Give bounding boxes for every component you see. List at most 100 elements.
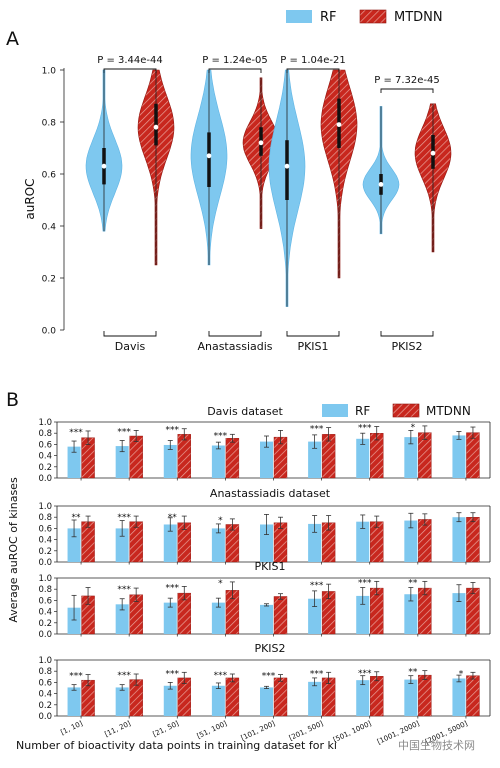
subplot-y-tick-label: 0.2 <box>38 547 52 557</box>
significance-marker: ** <box>72 513 82 523</box>
subplot-y-tick-label: 0.8 <box>38 585 52 595</box>
rf-bar <box>260 524 273 562</box>
significance-marker: *** <box>117 585 131 595</box>
significance-marker: *** <box>117 671 131 681</box>
mtdnn-bar <box>466 587 480 635</box>
subplot-title: PKIS1 <box>254 560 285 573</box>
rf-bar <box>308 598 322 634</box>
rf-bar <box>115 446 129 478</box>
significance-marker: *** <box>214 431 228 441</box>
subplot-y-tick-label: 0.8 <box>38 513 52 523</box>
mtdnn-bar <box>81 521 95 563</box>
subplot-y-tick-label: 0.4 <box>38 536 52 546</box>
significance-marker: * <box>218 579 223 589</box>
rf-violin-anastassiadis-median <box>206 153 212 159</box>
mtdnn-violin-davis-median <box>153 124 159 130</box>
mtdnn-violin-pkis2-median <box>430 150 436 156</box>
rf-bar <box>67 446 81 478</box>
subplot-2: Anastassiadis dataset 0.00.20.4 0.60.81.0 *… <box>38 487 491 568</box>
subplot-y-tick-label: 0.2 <box>38 463 52 473</box>
panel-a-y-tick-label: 0.0 <box>42 327 57 337</box>
panel-b-xlabel: Number of bioactivity data points in tra… <box>16 739 337 752</box>
mtdnn-bar <box>177 434 191 479</box>
mtdnn-bar <box>225 438 240 479</box>
subplot-y-tick-label: 0.4 <box>38 690 52 700</box>
panel-a-categories: Davis Anastassiadis PKIS1 PKIS2 <box>103 331 434 353</box>
panel-a-violins <box>85 69 452 307</box>
rf-bar <box>163 602 177 634</box>
significance-marker: *** <box>262 672 276 682</box>
pvalue-label: P = 7.32e-45 <box>374 75 440 86</box>
rf-bar <box>404 594 418 634</box>
rf-bar <box>260 687 273 716</box>
legend-rf-label: RF <box>320 10 337 25</box>
panel-b-label: B <box>6 389 19 411</box>
subplot-y-tick-label: 0.2 <box>38 619 52 629</box>
subplot-y-tick-label: 1.0 <box>38 502 52 512</box>
rf-bar <box>260 441 273 478</box>
rf-bar <box>163 444 177 478</box>
x-tick-label: [11, 20] <box>103 719 132 738</box>
panel-a-ylabel: auROC <box>23 178 37 219</box>
rf-bar <box>211 445 225 478</box>
rf-bar <box>452 435 466 478</box>
rf-bar <box>67 687 81 716</box>
legend-b-rf-label: RF <box>355 404 370 418</box>
rf-bar <box>211 602 225 634</box>
subplot-title: Anastassiadis dataset <box>210 487 331 500</box>
panel-a-y-tick-label: 1.0 <box>42 67 57 77</box>
subplot-y-tick-label: 1.0 <box>38 574 52 584</box>
significance-marker: *** <box>117 513 131 523</box>
x-tick-label: [51, 100] <box>196 719 229 740</box>
mtdnn-bar <box>129 435 143 479</box>
panel-a-y-tick-label: 0.6 <box>42 171 57 181</box>
subplot-y-tick-label: 0.6 <box>38 596 52 606</box>
rf-bar <box>356 438 370 478</box>
category-bracket <box>380 331 434 337</box>
x-tick-label: [501, 1000] <box>332 719 373 744</box>
significance-marker: * <box>218 516 223 526</box>
mtdnn-bar <box>370 521 384 563</box>
rf-bar <box>308 681 322 716</box>
x-tick-label: [21, 50] <box>152 719 181 738</box>
category-bracket <box>208 331 262 337</box>
mtdnn-bar <box>370 676 384 717</box>
significance-marker: ** <box>168 513 178 523</box>
panel-a-y-tick-label: 0.4 <box>42 223 57 233</box>
panel-a-legend: RF MTDNN <box>286 9 443 25</box>
subplot-y-tick-label: 0.8 <box>38 667 52 677</box>
subplot-y-tick-label: 0.6 <box>38 440 52 450</box>
significance-marker: *** <box>310 581 324 591</box>
subplot-title: Davis dataset <box>207 405 283 418</box>
panel-b-ylabel: Average auROC of kinases <box>7 477 20 623</box>
legend-b-mtdnn-label: MTDNN <box>426 404 471 418</box>
subplot-y-tick-label: 0.4 <box>38 608 52 618</box>
category-label: PKIS2 <box>391 340 422 353</box>
significance-marker: *** <box>117 427 131 437</box>
subplot-y-tick-label: 0.6 <box>38 524 52 534</box>
mtdnn-bar <box>466 432 480 479</box>
subplot-y-tick-label: 0.8 <box>38 429 52 439</box>
subplot-title: PKIS2 <box>254 642 285 655</box>
rf-bar <box>404 679 418 716</box>
significance-marker: *** <box>358 669 372 679</box>
significance-marker: *** <box>358 578 372 588</box>
pvalue-bracket <box>380 88 434 93</box>
rf-bar <box>115 528 129 562</box>
rf-bar <box>115 604 129 634</box>
significance-marker: * <box>411 423 416 433</box>
significance-marker: ** <box>408 668 418 678</box>
mtdnn-bar <box>225 677 240 717</box>
subplot-y-tick-label: 0.0 <box>38 630 52 640</box>
subplot-y-tick-label: 1.0 <box>38 656 52 666</box>
subplot-y-tick-label: 0.0 <box>38 712 52 722</box>
rf-bar <box>163 524 177 562</box>
rf-bar <box>356 521 370 562</box>
subplot-y-tick-label: 0.6 <box>38 678 52 688</box>
category-bracket <box>286 331 340 337</box>
subplot-y-tick-label: 1.0 <box>38 418 52 428</box>
legend-rf-swatch <box>286 10 312 23</box>
rf-violin-pkis1-median <box>284 163 290 169</box>
